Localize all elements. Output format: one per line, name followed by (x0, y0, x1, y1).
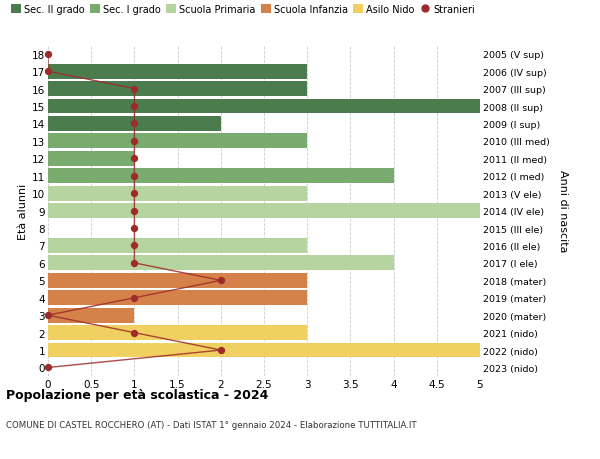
Point (43, 364, 53, 371)
Point (130, 260, 139, 267)
Point (130, 86, 139, 93)
Point (43, 51, 53, 58)
Point (130, 121, 139, 128)
Y-axis label: Età alunni: Età alunni (18, 183, 28, 239)
Point (130, 329, 139, 336)
Bar (48, 256, 394, 271)
Point (130, 173, 139, 180)
Point (130, 138, 139, 145)
Point (130, 242, 139, 250)
Point (43, 68, 53, 76)
Y-axis label: Anni di nascita: Anni di nascita (558, 170, 568, 252)
Bar (48, 100, 480, 114)
Bar (48, 239, 307, 253)
Bar (48, 117, 221, 132)
Point (130, 207, 139, 215)
Point (130, 225, 139, 232)
Bar (48, 186, 307, 201)
Bar (48, 169, 394, 184)
Point (130, 155, 139, 162)
Bar (48, 204, 480, 218)
Bar (48, 134, 307, 149)
Point (130, 190, 139, 197)
Point (130, 103, 139, 111)
Bar (48, 291, 307, 306)
Point (130, 294, 139, 302)
Point (216, 277, 226, 285)
Legend: Sec. II grado, Sec. I grado, Scuola Primaria, Scuola Infanzia, Asilo Nido, Stran: Sec. II grado, Sec. I grado, Scuola Prim… (11, 5, 475, 15)
Bar (48, 82, 307, 97)
Point (43, 312, 53, 319)
Bar (48, 151, 134, 166)
Bar (48, 343, 480, 358)
Text: Popolazione per età scolastica - 2024: Popolazione per età scolastica - 2024 (6, 388, 268, 401)
Bar (48, 308, 134, 323)
Bar (48, 273, 307, 288)
Point (216, 347, 226, 354)
Bar (48, 325, 307, 340)
Text: COMUNE DI CASTEL ROCCHERO (AT) - Dati ISTAT 1° gennaio 2024 - Elaborazione TUTTI: COMUNE DI CASTEL ROCCHERO (AT) - Dati IS… (6, 420, 416, 429)
Bar (48, 65, 307, 79)
